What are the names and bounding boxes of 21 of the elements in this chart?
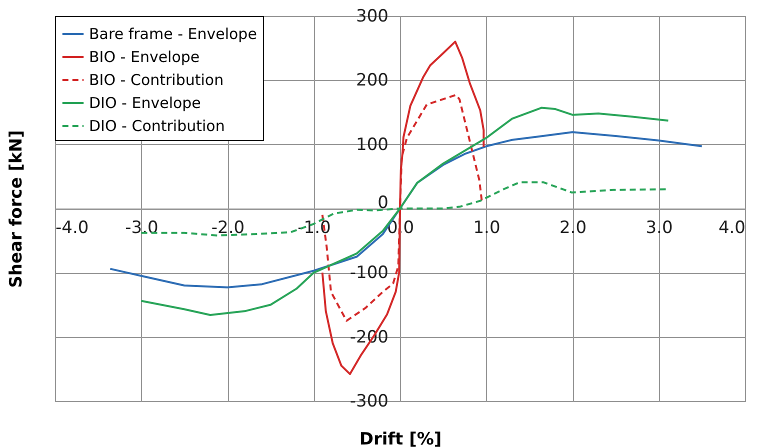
legend-label: Bare frame - Envelope	[89, 25, 257, 43]
x-tick-label: -1.0	[298, 218, 331, 238]
legend-label: BIO - Contribution	[89, 71, 224, 89]
y-tick-label: 100	[356, 134, 388, 155]
x-tick-label: 3.0	[646, 218, 673, 238]
x-tick-label: 1.0	[473, 218, 500, 238]
line-series	[109, 131, 703, 288]
legend-label: DIO - Contribution	[89, 117, 225, 135]
x-tick-label: 4.0	[718, 218, 746, 238]
y-tick-label: -300	[350, 392, 388, 412]
y-tick-label: -100	[350, 263, 388, 284]
legend-label: DIO - Envelope	[89, 94, 201, 112]
y-axis-title: Shear force [kN]	[6, 130, 26, 288]
y-tick-label: 300	[356, 6, 388, 26]
x-axis-title: Drift [%]	[359, 430, 442, 448]
y-tick-label: 200	[356, 70, 388, 91]
x-tick-label: 2.0	[559, 218, 587, 238]
x-tick-label: -4.0	[56, 218, 89, 238]
x-tick-label: -2.0	[211, 218, 245, 238]
y-tick-label: 0	[378, 193, 388, 213]
legend-label: BIO - Envelope	[89, 48, 200, 66]
